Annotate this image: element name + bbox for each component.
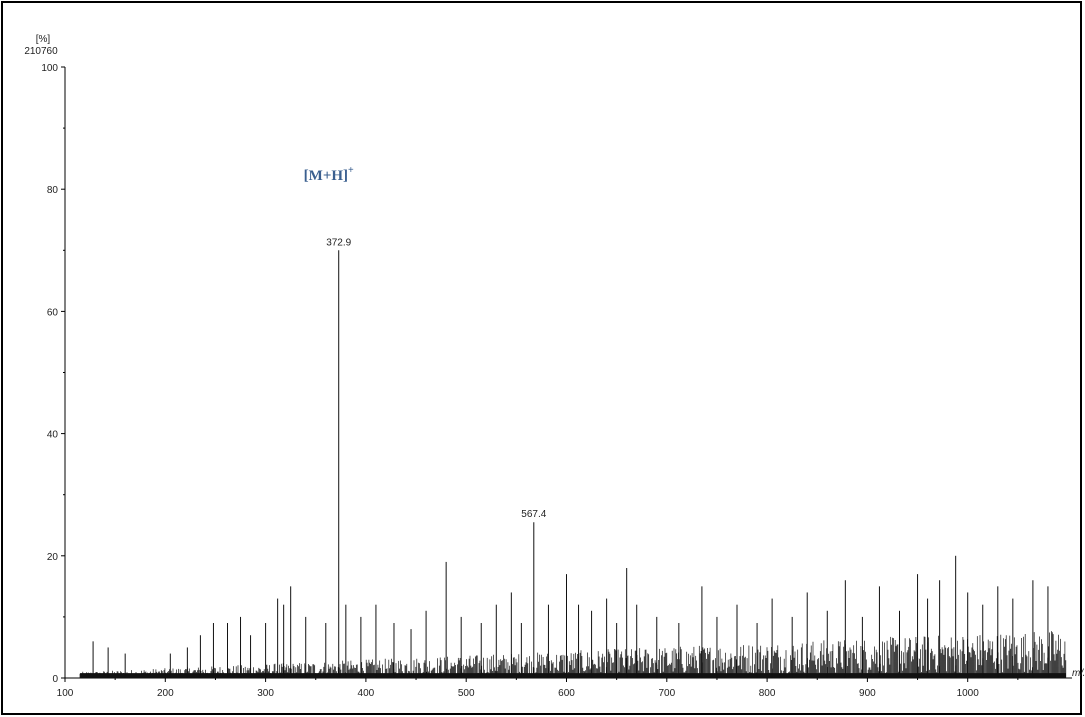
- mass-spectrum-chart: 0 20 40 60 80 100 [%]210760 100 200 300 400 500 600 7…: [24, 34, 1084, 699]
- x-tick-label: 400: [358, 688, 375, 699]
- x-tick-label: 500: [458, 688, 475, 699]
- x-axis-label: m/z: [1072, 668, 1084, 679]
- ion-annotation: [M+H]+: [304, 165, 354, 184]
- y-tick-label: 60: [47, 307, 59, 318]
- x-tick-label: 300: [257, 688, 274, 699]
- x-tick-label: 700: [658, 688, 675, 699]
- y-tick-label: 80: [47, 185, 59, 196]
- x-tick-label: 900: [859, 688, 876, 699]
- annotation-text: [M+H]: [304, 168, 348, 184]
- x-tick-label: 600: [558, 688, 575, 699]
- y-base-intensity: 210760: [24, 46, 58, 57]
- y-tick-label: 0: [52, 674, 58, 685]
- peaks: [92, 250, 1049, 678]
- x-tick-label: 1000: [957, 688, 980, 699]
- y-unit-label: [%]: [36, 34, 51, 45]
- peak-label: 567.4: [521, 509, 546, 520]
- baseline-band: [80, 673, 1066, 678]
- peak-labels: 372.9 567.4: [326, 237, 547, 520]
- annotation-superscript: +: [348, 165, 354, 176]
- axes: 0 20 40 60 80 100 [%]210760 100 200 300 400 500 600 7…: [24, 34, 1084, 699]
- x-tick-label: 100: [57, 688, 74, 699]
- y-tick-label: 100: [41, 63, 58, 74]
- peak-label: 372.9: [326, 237, 351, 248]
- y-tick-label: 40: [47, 430, 59, 441]
- x-tick-label: 800: [759, 688, 776, 699]
- x-tick-label: 200: [157, 688, 174, 699]
- y-tick-label: 20: [47, 552, 59, 563]
